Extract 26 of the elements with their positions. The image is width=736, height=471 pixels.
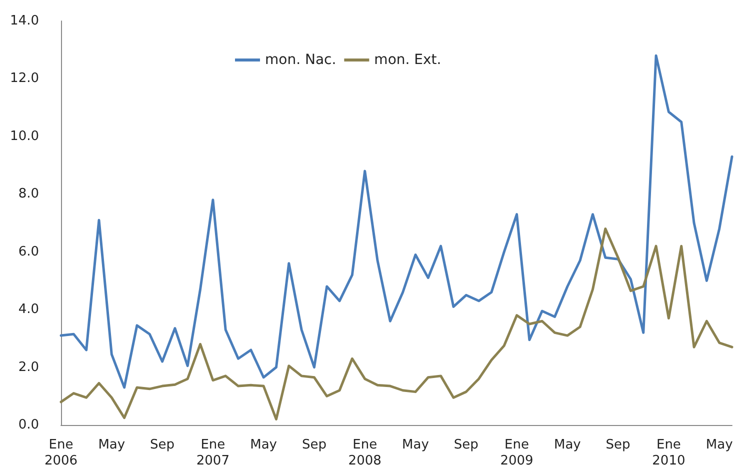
y-tick-label: 2.0 — [18, 360, 39, 375]
x-tick-label: Sep — [150, 438, 175, 452]
line-series — [60, 54, 734, 389]
legend-label: mon. Nac. — [265, 52, 336, 68]
y-tick-label: 8.0 — [18, 186, 39, 202]
x-tick-label: May — [402, 438, 430, 452]
x-tick-label: Ene 2010 — [652, 438, 686, 468]
y-tick-label: 4.0 — [18, 302, 39, 318]
y-tick-label: 6.0 — [18, 244, 39, 260]
x-tick-label: Sep — [606, 438, 630, 452]
x-tick-label: Sep — [302, 438, 326, 452]
x-tick-label: Sep — [454, 438, 478, 452]
x-tick-label: May — [98, 438, 126, 452]
y-tick-label: 0.0 — [18, 418, 39, 432]
x-tick-label: Ene 2006 — [44, 438, 78, 468]
x-tick-label: May — [250, 438, 278, 452]
y-tick-label: 10.0 — [10, 128, 39, 144]
x-tick-label: Ene 2008 — [348, 438, 382, 468]
x-tick-label: Ene 2009 — [500, 438, 534, 468]
x-tick-label: May — [706, 438, 734, 452]
x-tick-label: May — [554, 438, 582, 452]
y-tick-label: 12.0 — [10, 71, 39, 86]
x-tick-label: Ene 2007 — [196, 438, 230, 468]
y-tick-label: 14.0 — [10, 14, 39, 28]
legend-label: mon. Ext. — [374, 52, 442, 68]
line-series — [60, 228, 734, 420]
